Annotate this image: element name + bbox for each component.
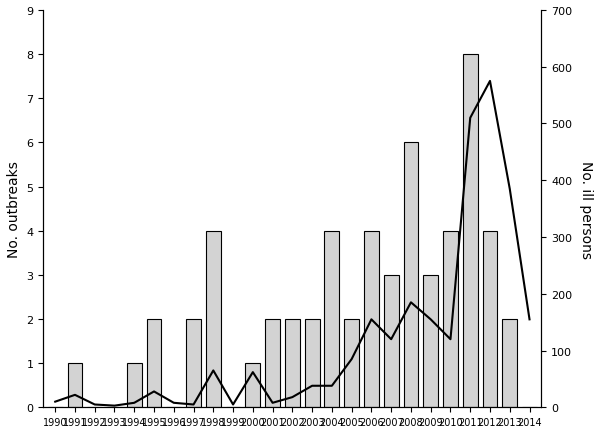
Bar [463, 55, 478, 408]
Bar [482, 231, 497, 408]
Bar [502, 319, 517, 408]
Bar [364, 231, 379, 408]
Bar [245, 363, 260, 408]
Bar [206, 231, 221, 408]
Bar [404, 143, 418, 408]
Bar [68, 363, 82, 408]
Bar [146, 319, 161, 408]
Bar [344, 319, 359, 408]
Bar [265, 319, 280, 408]
Bar [186, 319, 201, 408]
Y-axis label: No. outbreaks: No. outbreaks [7, 161, 21, 257]
Bar [127, 363, 142, 408]
Bar [384, 275, 398, 408]
Bar [423, 275, 438, 408]
Bar [305, 319, 320, 408]
Y-axis label: No. ill persons: No. ill persons [579, 160, 593, 258]
Bar [325, 231, 339, 408]
Bar [285, 319, 300, 408]
Bar [443, 231, 458, 408]
